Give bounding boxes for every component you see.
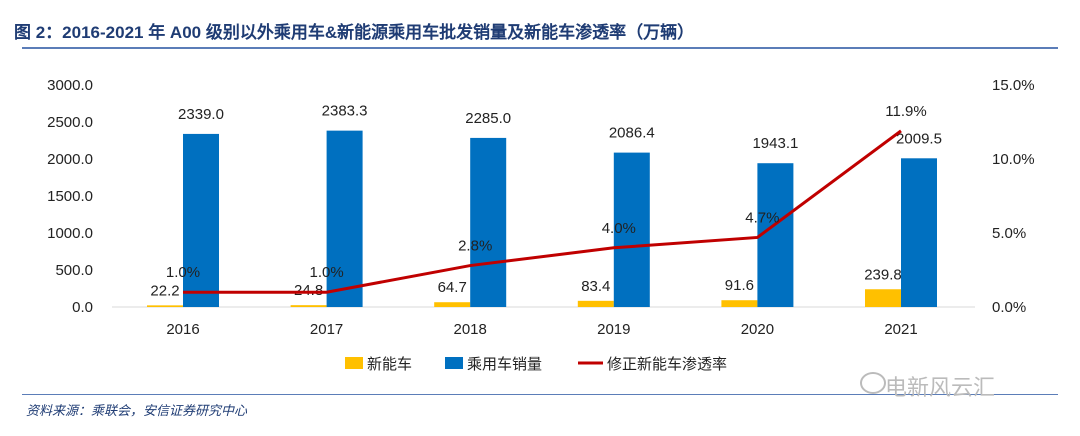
right-axis-tick: 5.0% (992, 225, 1026, 242)
left-axis-tick: 0.0 (72, 299, 93, 316)
bar-passenger (757, 163, 794, 307)
data-label-passenger: 2009.5 (896, 130, 942, 147)
bar-passenger (613, 152, 650, 307)
x-axis-tick: 2021 (884, 321, 917, 338)
bar-new-energy (147, 305, 183, 307)
bar-new-energy (434, 302, 471, 307)
data-label-passenger: 2285.0 (465, 110, 511, 127)
watermark: 电新风云汇 (885, 375, 996, 400)
data-label-penetration: 1.0% (166, 264, 200, 281)
footer-divider (22, 394, 1058, 395)
bar-passenger (326, 130, 363, 307)
left-axis-tick: 500.0 (55, 262, 93, 279)
data-label-passenger: 2339.0 (178, 106, 224, 123)
x-axis-tick: 2018 (454, 321, 487, 338)
data-label-new-energy: 64.7 (438, 279, 467, 296)
right-axis-tick: 0.0% (992, 299, 1026, 316)
x-axis-tick: 2019 (597, 321, 630, 338)
data-label-passenger: 1943.1 (752, 135, 798, 152)
x-axis-tick: 2017 (310, 321, 343, 338)
right-axis-tick: 15.0% (992, 77, 1035, 94)
legend-label-passenger: 乘用车销量 (467, 356, 542, 373)
x-axis-tick: 2020 (741, 321, 774, 338)
data-label-penetration: 4.7% (745, 209, 779, 226)
bar-new-energy (865, 289, 901, 307)
data-label-new-energy: 91.6 (725, 277, 754, 294)
legend-label-penetration: 修正新能车渗透率 (607, 356, 727, 373)
data-label-penetration: 11.9% (885, 103, 926, 120)
legend-label-new-energy: 新能车 (367, 356, 412, 373)
wechat-icon (860, 372, 886, 394)
bar-passenger (183, 133, 219, 307)
data-label-penetration: 2.8% (458, 238, 492, 255)
bar-new-energy (721, 300, 758, 307)
data-label-passenger: 2086.4 (609, 125, 655, 142)
legend-swatch-new-energy (345, 357, 363, 369)
source-note: 资料来源：乘联会，安信证券研究中心 (26, 404, 248, 419)
left-axis-tick: 1500.0 (47, 188, 93, 205)
bar-new-energy (577, 300, 614, 307)
data-label-new-energy: 83.4 (581, 278, 610, 295)
bar-passenger (901, 158, 937, 307)
left-axis-tick: 2000.0 (47, 151, 93, 168)
bar-passenger (470, 137, 507, 307)
title-divider (22, 47, 1058, 49)
data-label-new-energy: 24.8 (294, 282, 323, 299)
data-label-penetration: 4.0% (602, 220, 636, 237)
data-label-new-energy: 239.8 (864, 266, 902, 283)
chart-title: 图 2：2016-2021 年 A00 级别以外乘用车&新能源乘用车批发销量及新… (14, 23, 695, 42)
left-axis-tick: 2500.0 (47, 114, 93, 131)
data-label-new-energy: 22.2 (150, 282, 179, 299)
data-label-passenger: 2383.3 (322, 103, 368, 120)
legend-swatch-passenger (445, 357, 463, 369)
left-axis-tick: 1000.0 (47, 225, 93, 242)
line-penetration (183, 129, 902, 294)
x-axis-tick: 2016 (166, 321, 199, 338)
bar-new-energy (290, 305, 327, 307)
right-axis-tick: 10.0% (992, 151, 1035, 168)
data-label-penetration: 1.0% (309, 264, 343, 281)
left-axis-tick: 3000.0 (47, 77, 93, 94)
